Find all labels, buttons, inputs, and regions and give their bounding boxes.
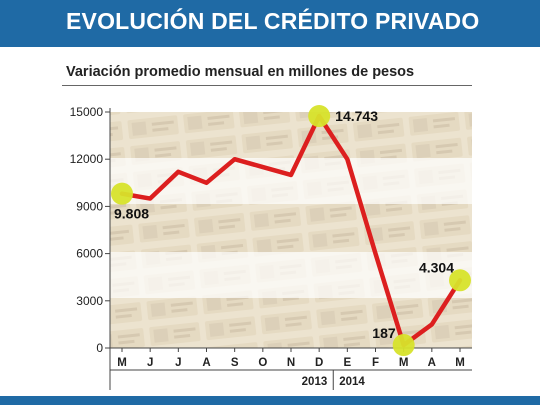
year-labels: 2013 2014 xyxy=(302,370,365,390)
x-tick-label: O xyxy=(258,357,267,369)
x-tick-label: M xyxy=(455,357,465,369)
y-tick-label: 9000 xyxy=(76,199,103,213)
x-tick-label: M xyxy=(117,357,127,369)
data-point xyxy=(345,157,349,161)
data-label: 187 xyxy=(372,325,396,341)
x-tick-label: N xyxy=(287,357,295,369)
x-tick-label: D xyxy=(315,357,323,369)
data-point xyxy=(148,197,152,201)
data-point xyxy=(233,157,237,161)
highlight-marker xyxy=(308,105,331,128)
x-tick-label: J xyxy=(175,357,181,369)
year-label: 2014 xyxy=(339,376,365,388)
x-tick-label: M xyxy=(399,357,409,369)
y-tick-label: 15000 xyxy=(70,105,104,119)
data-point xyxy=(374,252,377,256)
x-tick-label: J xyxy=(147,357,153,369)
x-tick-label: A xyxy=(202,357,210,369)
chart-subtitle: Variación promedio mensual en millones d… xyxy=(66,64,415,80)
x-tick-label: A xyxy=(428,357,436,369)
subtitle-divider xyxy=(62,85,472,86)
y-axis-ticks: 0 3000 6000 9000 12000 15000 xyxy=(70,105,110,355)
background-money-photo xyxy=(110,112,472,348)
highlight-markers xyxy=(111,105,471,357)
x-tick-label: F xyxy=(372,357,379,369)
data-point xyxy=(176,170,180,174)
y-tick-label: 0 xyxy=(96,341,103,355)
highlight-marker xyxy=(111,182,133,205)
data-labels: 9.808 14.743 187 4.304 xyxy=(114,108,454,341)
x-tick-label: S xyxy=(231,357,239,369)
data-label: 9.808 xyxy=(114,206,149,222)
data-point xyxy=(261,165,265,169)
year-label: 2013 xyxy=(302,376,328,388)
data-label: 4.304 xyxy=(419,259,454,275)
y-tick-label: 6000 xyxy=(76,247,103,261)
y-tick-label: 12000 xyxy=(70,152,104,166)
chart-title: EVOLUCIÓN DEL CRÉDITO PRIVADO xyxy=(66,8,480,34)
x-tick-label: E xyxy=(343,357,351,369)
y-tick-label: 3000 xyxy=(76,294,103,308)
data-point xyxy=(205,181,208,185)
data-point xyxy=(289,173,293,177)
footer-bar xyxy=(0,396,540,405)
data-point xyxy=(430,322,434,326)
title-banner: EVOLUCIÓN DEL CRÉDITO PRIVADO xyxy=(0,0,540,47)
highlight-marker xyxy=(449,269,471,292)
highlight-marker xyxy=(392,334,415,357)
data-label: 14.743 xyxy=(335,108,378,124)
